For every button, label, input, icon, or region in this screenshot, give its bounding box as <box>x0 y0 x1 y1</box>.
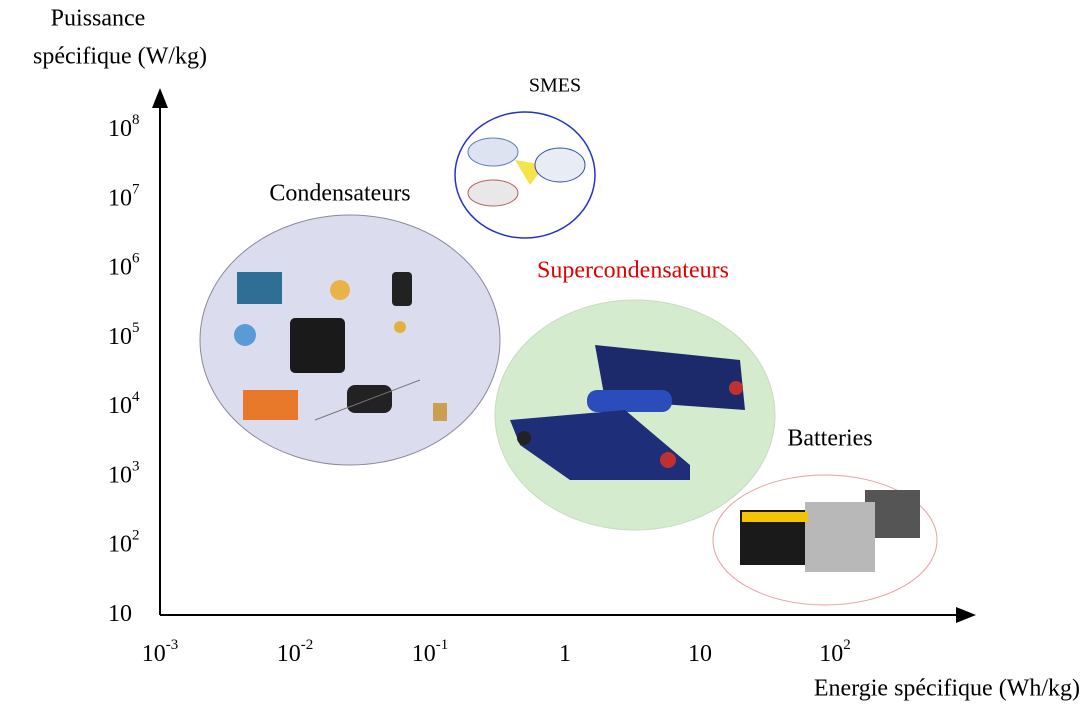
batteries-illustration <box>740 490 920 572</box>
supercapacitors-illustration <box>510 345 745 480</box>
tick-base: 10 <box>819 641 843 667</box>
tick-label: 103 <box>108 459 140 488</box>
y-axis-title: Puissance <box>51 6 146 32</box>
tick-exponent: 2 <box>132 528 140 544</box>
tick-base: 10 <box>277 641 301 667</box>
tick-base: 10 <box>412 641 436 667</box>
tick-label: 104 <box>108 390 140 419</box>
tick-base: 1 <box>559 641 571 667</box>
x-axis-title: Energie spécifique (Wh/kg) <box>814 676 1080 702</box>
capacitors-illustration <box>234 272 447 421</box>
region-label: SMES <box>529 75 581 97</box>
tick-label: 1 <box>559 641 571 667</box>
tick-base: 10 <box>108 185 132 211</box>
tick-base: 10 <box>108 462 132 488</box>
tick-label: 102 <box>108 528 140 557</box>
tick-base: 10 <box>108 531 132 557</box>
region-label: Supercondensateurs <box>537 258 729 284</box>
tick-base: 10 <box>108 601 132 627</box>
tick-label: 10 <box>688 641 712 667</box>
tick-base: 10 <box>108 393 132 419</box>
tick-label: 106 <box>108 251 140 280</box>
smes-illustration <box>467 137 586 207</box>
tick-exponent: 5 <box>132 320 140 336</box>
y-axis-title: spécifique (W/kg) <box>33 44 207 70</box>
tick-exponent: 2 <box>843 637 851 653</box>
region-label: Batteries <box>787 426 872 452</box>
tick-base: 10 <box>142 641 166 667</box>
supercondensateurs-region <box>494 299 776 531</box>
tick-label: 108 <box>108 112 140 141</box>
tick-base: 10 <box>108 116 132 142</box>
tick-exponent: 8 <box>132 112 140 128</box>
tick-exponent: -1 <box>436 637 449 653</box>
tick-base: 10 <box>108 323 132 349</box>
tick-label: 10 <box>108 601 132 627</box>
tick-exponent: 7 <box>132 182 140 198</box>
tick-label: 105 <box>108 320 140 349</box>
tick-exponent: 6 <box>132 251 140 267</box>
tick-base: 10 <box>108 254 132 280</box>
tick-exponent: -3 <box>166 637 179 653</box>
tick-label: 107 <box>108 182 140 211</box>
tick-label: 10-2 <box>277 637 314 666</box>
tick-exponent: -2 <box>301 637 314 653</box>
tick-label: 102 <box>819 637 851 666</box>
tick-exponent: 4 <box>132 390 140 406</box>
tick-base: 10 <box>688 641 712 667</box>
region-label: Condensateurs <box>269 181 410 207</box>
tick-exponent: 3 <box>132 459 140 475</box>
tick-label: 10-3 <box>142 637 179 666</box>
tick-label: 10-1 <box>412 637 449 666</box>
